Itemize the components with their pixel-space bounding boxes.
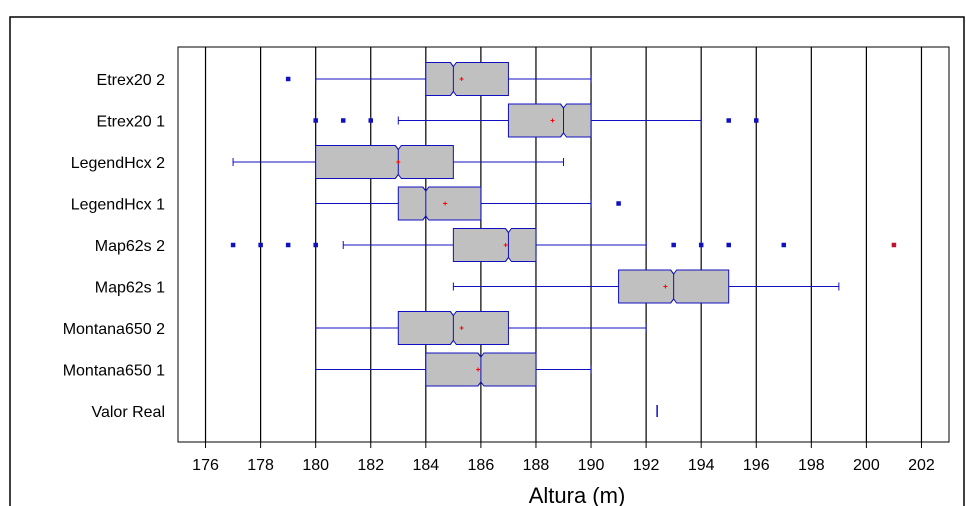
x-axis-label: Altura (m) — [529, 483, 626, 506]
x-tick-label: 180 — [302, 457, 329, 474]
box-6 — [452, 269, 840, 304]
box-series — [230, 62, 897, 417]
outlier-point — [340, 118, 346, 123]
outlier-point — [781, 242, 787, 248]
outlier-point — [230, 242, 236, 248]
notch-bottom — [422, 215, 427, 221]
box-body — [315, 145, 454, 179]
x-tick-label: 192 — [633, 457, 660, 474]
x-tick-label: 194 — [688, 457, 715, 474]
outlier-point — [285, 242, 291, 248]
outlier-point — [258, 242, 263, 248]
outlier-point — [313, 118, 318, 123]
box-body — [507, 103, 592, 138]
notch-top — [477, 352, 482, 358]
notch-top — [449, 62, 454, 67]
category-labels: Etrex20 2 Etrex20 1 LegendHcx 2 LegendHcx 1… — [63, 72, 165, 421]
box-8 — [315, 352, 592, 387]
x-tick-label: 196 — [743, 457, 770, 474]
box-4 — [315, 186, 621, 221]
x-tick-label: 178 — [247, 457, 274, 474]
box-body — [397, 186, 482, 221]
notch-top — [670, 269, 675, 275]
notch-bottom — [560, 132, 564, 138]
x-tick-label: 202 — [908, 457, 935, 474]
x-tick-label: 186 — [468, 457, 495, 474]
notch-top — [449, 311, 454, 316]
x-tick-label: 184 — [412, 457, 439, 474]
category-label: Montana650 1 — [63, 363, 165, 380]
box-2 — [313, 103, 759, 138]
notch-top — [505, 228, 509, 233]
outlier-point — [726, 118, 731, 123]
x-tick-label: 176 — [192, 457, 219, 474]
outlier-point — [285, 76, 291, 82]
category-label: Valor Real — [91, 404, 165, 421]
category-label: Montana650 2 — [63, 321, 165, 338]
box-7 — [315, 311, 647, 345]
notch-top — [422, 186, 427, 192]
notch-bottom — [394, 174, 399, 179]
notch-bottom — [505, 257, 509, 262]
box-3 — [232, 145, 564, 179]
x-tick-label: 198 — [798, 457, 825, 474]
outlier-point — [726, 242, 731, 248]
category-label: LegendHcx 2 — [71, 155, 165, 172]
notch-bottom — [449, 91, 454, 96]
x-tick-label: 188 — [523, 457, 550, 474]
category-label: LegendHcx 1 — [71, 197, 165, 214]
notch-bottom — [670, 298, 675, 304]
notch-top — [560, 103, 564, 109]
outlier-point — [754, 118, 759, 123]
notch-bottom — [477, 381, 482, 387]
outlier-point — [616, 201, 621, 206]
category-label: Etrex20 2 — [97, 72, 166, 89]
outlier-point — [313, 242, 318, 248]
far-outlier-point — [891, 242, 897, 248]
box-body — [452, 228, 537, 262]
outlier-point — [698, 242, 704, 248]
x-axis-ticks: 176 178 180 182 184 186 188 190 192 194 196 198 200 2… — [192, 442, 935, 474]
outlier-point — [671, 242, 676, 248]
outlier-point — [368, 118, 373, 123]
box-body — [425, 62, 509, 96]
category-label: Map62s 2 — [95, 238, 165, 255]
x-tick-label: 190 — [578, 457, 605, 474]
x-tick-label: 200 — [853, 457, 880, 474]
notch-bottom — [449, 340, 454, 345]
box-5 — [230, 228, 897, 262]
x-tick-label: 182 — [357, 457, 384, 474]
notch-top — [394, 145, 399, 150]
category-label: Etrex20 1 — [97, 114, 166, 131]
category-label: Map62s 1 — [95, 280, 165, 297]
box-1 — [285, 62, 592, 96]
